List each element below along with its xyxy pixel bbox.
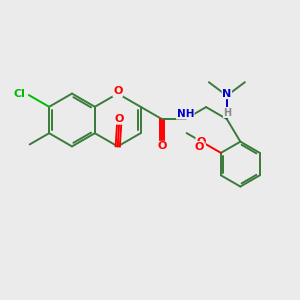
Text: NH: NH (176, 109, 194, 119)
Text: O: O (157, 141, 167, 152)
Text: O: O (113, 86, 122, 97)
Text: H: H (224, 107, 232, 118)
Text: Cl: Cl (14, 88, 25, 99)
Text: N: N (222, 88, 232, 99)
Text: O: O (196, 137, 206, 147)
Text: O: O (195, 142, 204, 152)
Text: O: O (115, 114, 124, 124)
